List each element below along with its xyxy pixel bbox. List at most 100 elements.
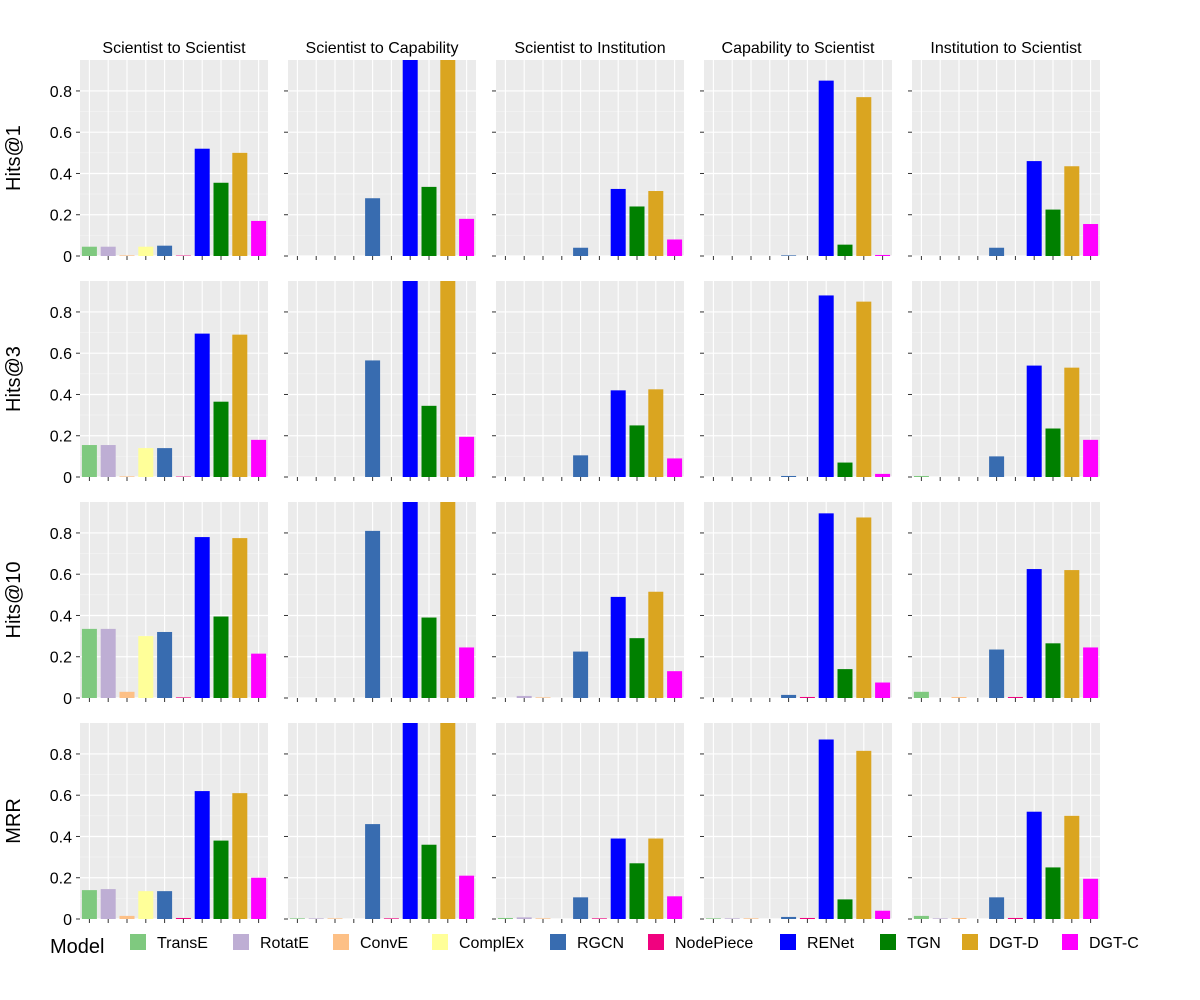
- bar-rgcn: [781, 255, 797, 256]
- bar-tgn: [1045, 209, 1061, 256]
- panel-hits-1-capability-to-scientist: [700, 60, 892, 260]
- bar-rgcn: [573, 897, 589, 919]
- bar-complex: [138, 636, 154, 698]
- bar-tgn: [1045, 643, 1061, 698]
- y-tick-label: 0.8: [50, 526, 72, 543]
- bar-rgcn: [573, 455, 589, 477]
- bar-rotate: [100, 889, 116, 919]
- facet-title-scientist-to-capability: Scientist to Capability: [306, 40, 459, 57]
- y-tick-label: 0.2: [50, 429, 72, 446]
- bar-dgt-d: [648, 389, 664, 477]
- bar-dgt-c: [875, 682, 891, 698]
- bar-dgt-c: [667, 239, 683, 256]
- bar-dgt-c: [1083, 878, 1099, 919]
- panel-hits-1-institution-to-scientist: [908, 60, 1100, 260]
- legend-label-transe: TransE: [157, 935, 208, 952]
- row-label-hits-3: Hits@3: [3, 346, 25, 412]
- bar-dgt-c: [875, 473, 891, 477]
- bar-dgt-d: [440, 723, 456, 919]
- bar-dgt-d: [1064, 166, 1080, 256]
- bar-rgcn: [365, 530, 381, 698]
- legend-title: Model: [50, 936, 104, 958]
- bar-rotate: [932, 918, 948, 919]
- bar-dgt-c: [667, 896, 683, 919]
- bar-complex: [138, 448, 154, 477]
- bar-tgn: [421, 617, 437, 698]
- facet-title-capability-to-scientist: Capability to Scientist: [722, 40, 876, 57]
- y-tick-label: 0.2: [50, 871, 72, 888]
- bar-tgn: [837, 669, 853, 698]
- y-tick-label: 0.8: [50, 747, 72, 764]
- bar-nodepiece: [1007, 696, 1023, 698]
- panel-mrr-capability-to-scientist: [700, 723, 892, 923]
- legend-key-nodepiece: [648, 934, 664, 950]
- legend-label-rgcn: RGCN: [577, 935, 624, 952]
- bar-renet: [402, 281, 418, 477]
- bar-complex: [138, 891, 154, 919]
- legend-label-renet: RENet: [807, 935, 855, 952]
- panel-hits-3-scientist-to-institution: [492, 281, 684, 481]
- bar-dgt-d: [232, 538, 248, 698]
- bar-dgt-d: [856, 517, 872, 698]
- bar-nodepiece: [175, 697, 191, 698]
- bar-conve: [327, 918, 343, 919]
- bar-rgcn: [989, 247, 1005, 256]
- bar-transe: [497, 917, 513, 919]
- legend-key-renet: [780, 934, 796, 950]
- panel-hits-1-scientist-to-institution: [492, 60, 684, 260]
- bar-tgn: [837, 899, 853, 919]
- bar-renet: [402, 60, 418, 256]
- panel-hits-10-scientist-to-capability: [284, 502, 476, 702]
- bar-renet: [1026, 811, 1042, 919]
- legend-label-tgn: TGN: [907, 935, 941, 952]
- legend-key-conve: [333, 934, 349, 950]
- y-tick-label: 0.8: [50, 84, 72, 101]
- panel-hits-10-capability-to-scientist: [700, 502, 892, 702]
- bar-nodepiece: [1007, 917, 1023, 919]
- row-label-hits-10: Hits@10: [3, 562, 25, 639]
- bar-dgt-c: [251, 653, 267, 698]
- panel-mrr-scientist-to-scientist: 0 0.2 0.4 0.6 0.8: [50, 723, 268, 929]
- bar-rotate: [308, 918, 324, 919]
- bar-tgn: [837, 244, 853, 256]
- bar-rotate: [724, 918, 740, 919]
- bar-renet: [402, 723, 418, 919]
- bar-tgn: [213, 840, 229, 919]
- bar-rgcn: [781, 916, 797, 919]
- y-tick-label: 0.2: [50, 208, 72, 225]
- bar-rgcn: [157, 631, 173, 698]
- bar-renet: [402, 502, 418, 698]
- bar-renet: [818, 739, 834, 919]
- bar-dgt-d: [232, 152, 248, 256]
- bar-renet: [194, 537, 210, 698]
- y-tick-label: 0: [63, 470, 72, 487]
- bar-rgcn: [365, 360, 381, 477]
- bar-tgn: [213, 401, 229, 477]
- panel-hits-3-institution-to-scientist: [908, 281, 1100, 481]
- panel-hits-3-capability-to-scientist: [700, 281, 892, 481]
- bar-conve: [535, 697, 551, 698]
- legend-label-dgt-d: DGT-D: [989, 935, 1039, 952]
- bar-complex: [138, 246, 154, 256]
- y-tick-label: 0.6: [50, 567, 72, 584]
- bar-dgt-d: [1064, 815, 1080, 919]
- bar-nodepiece: [799, 917, 815, 919]
- bar-transe: [81, 890, 97, 919]
- bar-rgcn: [989, 649, 1005, 698]
- bar-transe: [705, 918, 721, 919]
- legend-label-rotate: RotatE: [260, 935, 309, 952]
- bar-rotate: [516, 917, 532, 919]
- bar-transe: [81, 445, 97, 477]
- bar-nodepiece: [799, 696, 815, 698]
- bar-conve: [119, 476, 135, 477]
- bar-dgt-c: [875, 254, 891, 256]
- bar-rgcn: [157, 891, 173, 919]
- bar-rgcn: [573, 247, 589, 256]
- legend-key-rgcn: [550, 934, 566, 950]
- y-tick-label: 0.8: [50, 305, 72, 322]
- bar-conve: [119, 691, 135, 698]
- bar-dgt-d: [1064, 570, 1080, 698]
- bar-rotate: [100, 628, 116, 698]
- bar-tgn: [1045, 867, 1061, 919]
